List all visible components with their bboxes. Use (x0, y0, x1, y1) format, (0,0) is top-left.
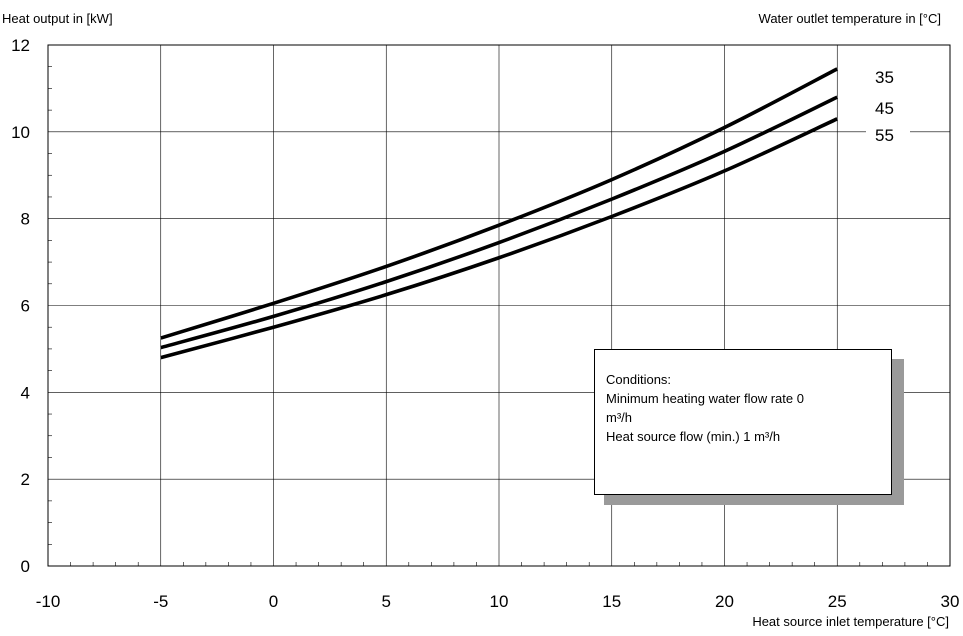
x-tick-label: 20 (715, 592, 734, 611)
y-tick-label: 10 (11, 123, 30, 142)
y-tick-label: 0 (21, 557, 30, 576)
conditions-line-1: Minimum heating water flow rate 0 (606, 389, 881, 408)
y-tick-label: 4 (21, 383, 30, 402)
conditions-title: Conditions: (606, 370, 881, 389)
y-tick-label: 6 (21, 297, 30, 316)
x-tick-label: 0 (269, 592, 278, 611)
x-tick-label: 15 (602, 592, 621, 611)
x-tick-label: 10 (490, 592, 509, 611)
x-axis-label: Heat source inlet temperature [°C] (752, 614, 949, 629)
y-tick-label: 12 (11, 36, 30, 55)
series-label-45: 45 (875, 99, 894, 118)
x-tick-label: 30 (941, 592, 960, 611)
y-tick-label: 8 (21, 210, 30, 229)
x-tick-label: 5 (382, 592, 391, 611)
conditions-line-3: Heat source flow (min.) 1 m³/h (606, 427, 881, 446)
x-tick-label: 25 (828, 592, 847, 611)
conditions-line-2: m³/h (606, 408, 881, 427)
y-tick-label: 2 (21, 470, 30, 489)
series-label-55: 55 (875, 126, 894, 145)
x-tick-label: -10 (36, 592, 61, 611)
x-tick-label: -5 (153, 592, 168, 611)
series-label-35: 35 (875, 68, 894, 87)
conditions-box: Conditions: Minimum heating water flow r… (594, 349, 892, 495)
